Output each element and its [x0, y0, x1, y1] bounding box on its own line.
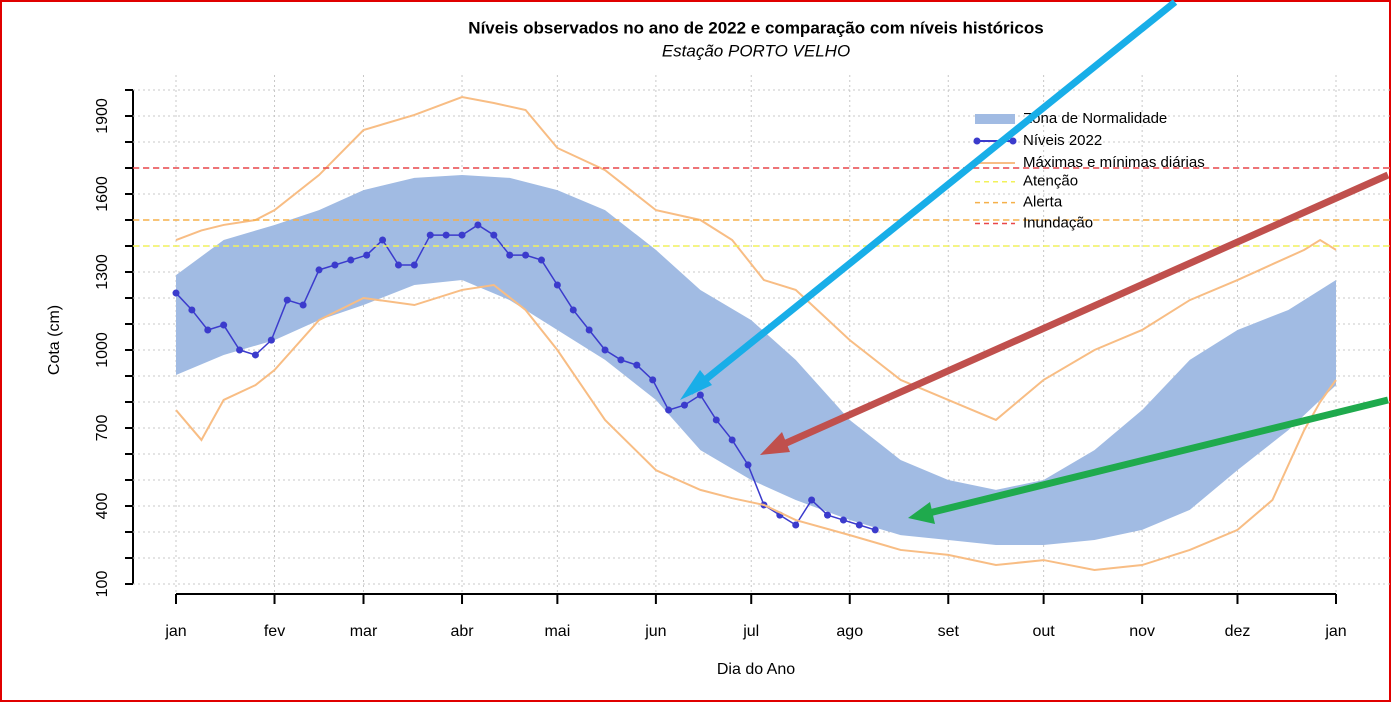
- y-axis-label: Cota (cm): [46, 305, 63, 375]
- arrow-head: [760, 432, 790, 455]
- x-tick-label: mar: [350, 623, 378, 640]
- level-point: [394, 261, 402, 269]
- y-tick-label: 1600: [94, 176, 111, 212]
- legend-label: Inundação: [1023, 214, 1093, 231]
- legend-label: Atenção: [1023, 173, 1078, 190]
- level-point: [617, 356, 625, 364]
- level-point: [236, 346, 244, 354]
- level-point: [474, 221, 482, 229]
- level-point: [331, 261, 339, 269]
- level-point: [299, 301, 307, 309]
- level-point: [680, 401, 688, 409]
- max-line: [175, 95, 1337, 422]
- level-point: [792, 521, 800, 529]
- x-axis-label: Dia do Ano: [717, 661, 795, 678]
- level-point: [251, 351, 259, 359]
- legend-label: Máximas e mínimas diárias: [1023, 154, 1205, 171]
- level-point: [442, 231, 450, 239]
- level-point: [204, 326, 212, 334]
- x-tick-label: dez: [1225, 623, 1251, 640]
- level-point: [220, 321, 228, 329]
- level-point: [839, 516, 847, 524]
- level-point: [315, 266, 323, 274]
- level-point: [490, 231, 498, 239]
- level-point: [537, 256, 545, 264]
- x-tick-label: jul: [742, 623, 759, 640]
- level-point: [585, 326, 593, 334]
- x-tick-label: abr: [450, 623, 474, 640]
- level-point: [347, 256, 355, 264]
- chart-title: Níveis observados no ano de 2022 e compa…: [468, 18, 1043, 37]
- legend-swatch: [973, 137, 981, 145]
- level-point: [267, 336, 275, 344]
- x-tick-label: out: [1032, 623, 1055, 640]
- level-point: [649, 376, 657, 384]
- annotations: [680, 0, 1390, 524]
- level-point: [188, 306, 196, 314]
- level-point: [871, 526, 879, 534]
- x-tick-label: mai: [544, 623, 570, 640]
- y-tick-label: 700: [94, 415, 111, 442]
- level-point: [808, 496, 816, 504]
- level-point: [458, 231, 466, 239]
- level-point: [410, 261, 418, 269]
- legend: Zona de Normalidade Níveis 2022 Máximas e …: [973, 110, 1205, 231]
- level-point: [855, 521, 863, 529]
- level-point: [633, 361, 641, 369]
- legend-label: Níveis 2022: [1023, 132, 1102, 149]
- x-tick-label: set: [938, 623, 960, 640]
- y-tick-label: 1000: [94, 332, 111, 368]
- y-tick-label: 100: [94, 571, 111, 598]
- x-tick-label: jun: [644, 623, 666, 640]
- arrow-line: [773, 171, 1390, 452]
- x-tick-label: jan: [164, 623, 186, 640]
- level-point: [665, 406, 673, 414]
- arrow-head: [680, 370, 712, 400]
- grid: 100 400 700 1000 1300 1600 1900 jan fev mar abr mai…: [94, 75, 1391, 640]
- legend-swatch: [1009, 137, 1017, 145]
- level-point: [696, 391, 704, 399]
- level-point: [283, 296, 291, 304]
- arrow-head: [908, 502, 935, 524]
- legend-label: Zona de Normalidade: [1023, 110, 1167, 127]
- y-tick-label: 1900: [94, 98, 111, 134]
- level-point: [728, 436, 736, 444]
- normal-band: [176, 175, 1336, 545]
- level-point: [379, 236, 387, 244]
- arrow-line: [687, 0, 1178, 395]
- arrow-line: [924, 396, 1389, 518]
- chart-subtitle: Estação PORTO VELHO: [662, 41, 850, 60]
- x-tick-label: nov: [1129, 623, 1155, 640]
- level-point: [506, 251, 514, 259]
- level-point: [601, 346, 609, 354]
- y-tick-label: 400: [94, 493, 111, 520]
- level-point: [522, 251, 530, 259]
- min-line: [175, 283, 1337, 571]
- level-point: [553, 281, 561, 289]
- level-point: [744, 461, 752, 469]
- x-tick-label: ago: [836, 623, 863, 640]
- level-point: [426, 231, 434, 239]
- y-tick-label: 1300: [94, 254, 111, 290]
- x-tick-label: fev: [264, 623, 285, 640]
- level-point: [569, 306, 577, 314]
- legend-label: Alerta: [1023, 194, 1063, 211]
- level-point: [363, 251, 371, 259]
- x-tick-label: jan: [1324, 623, 1346, 640]
- level-point: [712, 416, 720, 424]
- level-point: [824, 511, 832, 519]
- plot: [133, 95, 1391, 571]
- level-point: [172, 289, 180, 297]
